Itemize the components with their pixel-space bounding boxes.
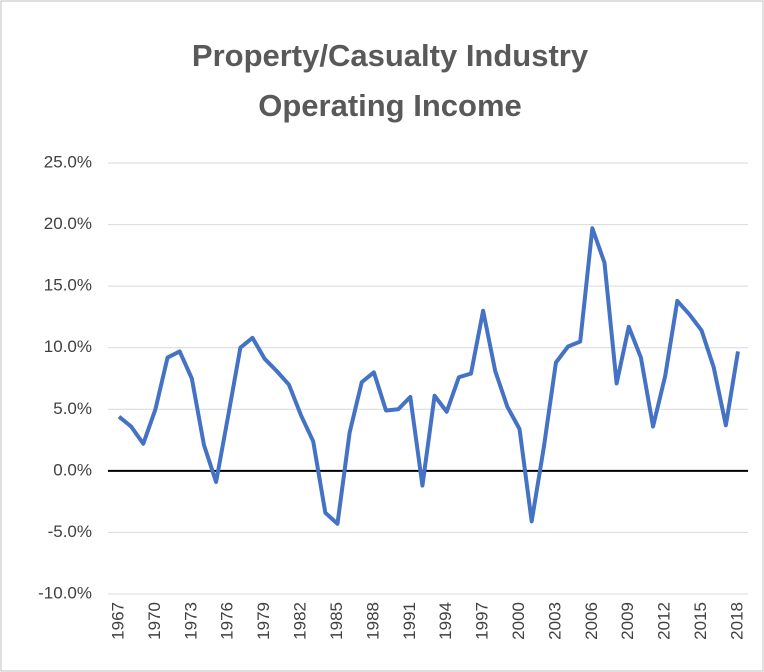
x-tick-label: 1988 (363, 602, 382, 640)
x-tick-label: 2018 (727, 602, 746, 640)
y-tick-label: 15.0% (44, 276, 92, 295)
x-tick-label: 1985 (327, 602, 346, 640)
y-tick-label: -5.0% (48, 522, 92, 541)
x-tick-label: 2003 (545, 602, 564, 640)
x-tick-label: 2009 (618, 602, 637, 640)
x-tick-label: 1967 (108, 602, 127, 640)
y-tick-label: 5.0% (53, 399, 92, 418)
x-tick-label: 2012 (655, 602, 674, 640)
data-line (117, 226, 740, 526)
x-tick-label: 2015 (691, 602, 710, 640)
x-tick-label: 1991 (400, 602, 419, 640)
x-tick-label: 2006 (582, 602, 601, 640)
x-tick-label: 1970 (145, 602, 164, 640)
y-tick-label: 20.0% (44, 214, 92, 233)
chart-title: Operating Income (258, 88, 522, 123)
y-tick-label: -10.0% (38, 583, 92, 602)
y-tick-label: 10.0% (44, 337, 92, 356)
chart-title: Property/Casualty Industry (192, 38, 589, 73)
x-tick-label: 1997 (473, 602, 492, 640)
y-tick-label: 25.0% (44, 152, 92, 171)
x-tick-label: 1973 (181, 602, 200, 640)
x-tick-label: 1982 (291, 602, 310, 640)
x-tick-label: 1976 (218, 602, 237, 640)
x-tick-label: 1994 (436, 602, 455, 640)
x-tick-label: 2000 (509, 602, 528, 640)
x-tick-label: 1979 (254, 602, 273, 640)
y-tick-label: 0.0% (53, 460, 92, 479)
